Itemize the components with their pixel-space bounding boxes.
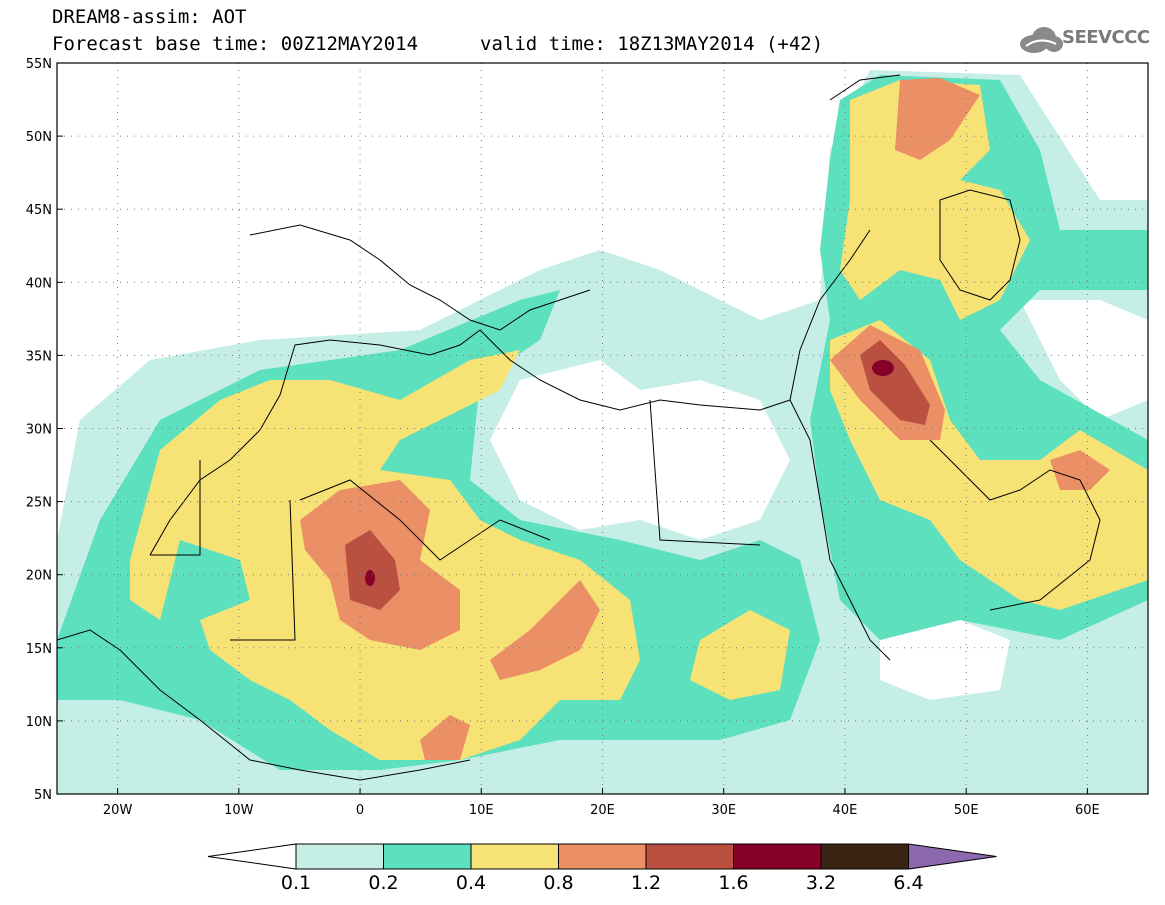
colorbar-box <box>645 843 734 870</box>
lat-label: 20N <box>26 569 52 584</box>
grid <box>57 63 1148 794</box>
lat-label: 45N <box>26 203 52 218</box>
colorbar-label: 6.4 <box>893 872 924 894</box>
lon-label: 10E <box>469 803 494 818</box>
cloud-icon <box>1020 27 1063 53</box>
colorbar-label: 0.4 <box>455 872 487 894</box>
lon-label: 30E <box>711 803 736 818</box>
lat-label: 15N <box>26 642 52 657</box>
lat-label: 40N <box>26 276 52 291</box>
colorbar-label: 0.1 <box>280 872 312 894</box>
colorbar-label: 3.2 <box>805 872 837 894</box>
colorbar-box <box>820 843 909 870</box>
lon-label: 10W <box>224 803 254 818</box>
lat-label: 5N <box>34 788 52 803</box>
colorbar-under-arrow <box>207 843 297 870</box>
lat-label: 50N <box>26 130 52 145</box>
valid-time: valid time: 18Z13MAY2014 (+42) <box>480 33 824 55</box>
colorbar-over-arrow <box>908 843 997 870</box>
colorbar-label: 0.8 <box>543 872 574 894</box>
lat-label: 35N <box>26 349 52 364</box>
colorbar-box <box>470 843 559 870</box>
lat-label: 55N <box>26 57 52 72</box>
colorbar-box <box>383 843 472 870</box>
colorbar-label: 1.6 <box>718 872 749 894</box>
logo-text: SEEVCCC <box>1062 27 1150 48</box>
lon-label: 0 <box>356 803 364 818</box>
lon-labels: 20W 10W 0 10E 20E 30E 40E 50E 60E <box>103 788 1100 818</box>
coastlines <box>57 74 1101 781</box>
colorbar-box <box>558 843 647 870</box>
lon-label: 20W <box>103 803 133 818</box>
lon-label: 50E <box>954 803 979 818</box>
lon-label: 20E <box>590 803 615 818</box>
lat-label: 25N <box>26 496 52 511</box>
colorbar-label: 1.2 <box>630 872 662 894</box>
lat-labels: 55N 50N 45N 40N 35N 30N 25N 20N 15N 10N 5N <box>26 57 63 803</box>
lat-label: 30N <box>26 423 52 438</box>
colorbar <box>207 843 997 870</box>
colorbar-label: 0.2 <box>368 872 399 894</box>
aot-field <box>57 70 1148 794</box>
lon-label: 60E <box>1075 803 1100 818</box>
colorbar-box <box>295 843 384 870</box>
lon-label: 40E <box>833 803 858 818</box>
colorbar-box <box>733 843 822 870</box>
map-title: DREAM8-assim: AOT <box>52 6 247 28</box>
lat-label: 10N <box>26 715 52 730</box>
aot-map: 55N 50N 45N 40N 35N 30N 25N 20N 15N 10N 5N 20W 10W 0… <box>26 57 1149 818</box>
forecast-base-time: Forecast base time: 00Z12MAY2014 <box>52 33 419 55</box>
